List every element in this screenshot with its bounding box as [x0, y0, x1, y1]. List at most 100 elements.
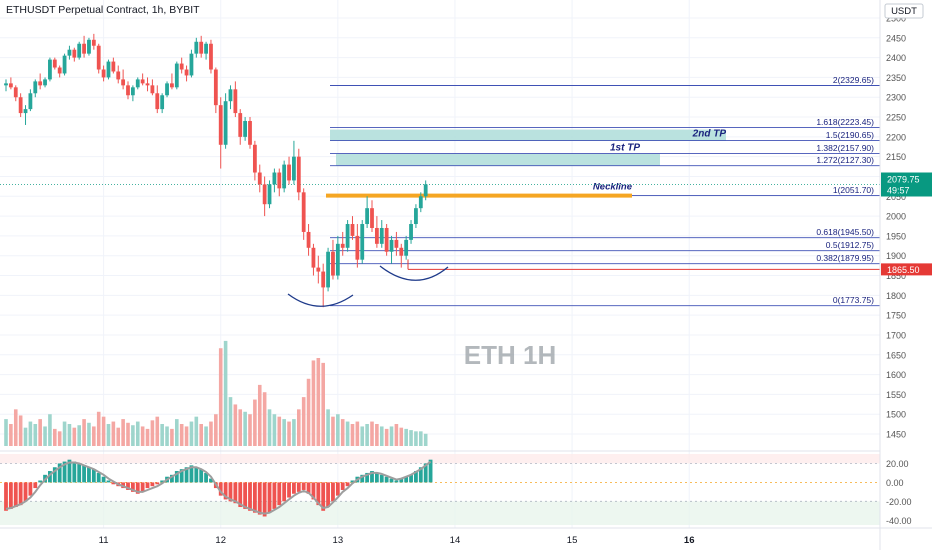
oscillator-bar	[428, 459, 433, 483]
volume-bar	[262, 392, 267, 446]
oscillator-bar	[365, 472, 370, 483]
volume-bar	[43, 426, 47, 446]
candle-body	[155, 93, 160, 110]
candle-body	[379, 227, 384, 244]
price-tick-label: 2450	[886, 33, 906, 43]
oscillator-bar	[160, 480, 165, 483]
fib-label: 2(2329.65)	[833, 75, 874, 85]
volume-bar	[209, 421, 213, 446]
candle-body	[384, 227, 389, 252]
volume-bar	[126, 422, 130, 446]
neckline-band	[326, 193, 632, 198]
volume-bar	[379, 426, 384, 446]
volume-bar	[228, 397, 233, 446]
candle-body	[282, 164, 287, 189]
oscillator-bar	[223, 482, 228, 500]
volume-bar	[57, 431, 62, 446]
oscillator-tick-label: 20.00	[886, 459, 909, 469]
volume-bar	[184, 426, 189, 446]
volume-bar	[384, 428, 389, 446]
oscillator-bar	[67, 459, 72, 483]
oscillator-bar	[209, 478, 213, 483]
candle-body	[72, 49, 77, 58]
volume-bar	[199, 424, 203, 446]
candle-body	[77, 43, 82, 58]
volume-bar	[62, 421, 67, 446]
price-tick-label: 1750	[886, 311, 906, 321]
candle-body	[140, 79, 145, 84]
oscillator-bar	[370, 471, 374, 483]
oscillator-bar	[335, 482, 340, 496]
oscillator-bar	[179, 469, 184, 483]
candle-body	[360, 224, 365, 260]
volume-bar	[77, 425, 81, 446]
candle-body	[106, 61, 111, 78]
oscillator-bar	[145, 482, 150, 489]
volume-bar	[145, 428, 150, 446]
volume-bar	[218, 348, 223, 446]
volume-bar	[267, 409, 272, 446]
candle-body	[52, 59, 57, 68]
candle-body	[8, 83, 13, 88]
oscillator-bar	[218, 482, 223, 496]
currency-button[interactable]	[884, 3, 924, 19]
volume-bar	[150, 420, 155, 446]
oscillator-bar	[311, 482, 316, 500]
volume-bar	[423, 433, 428, 446]
candle-body	[184, 69, 189, 76]
oscillator-bar	[170, 474, 174, 483]
price-tick-label: 2300	[886, 93, 906, 103]
candle-body	[287, 164, 291, 181]
candle-body	[18, 97, 23, 114]
volume-bar	[248, 414, 252, 446]
volume-bars	[4, 340, 428, 446]
volume-bar	[131, 425, 135, 446]
volume-bar	[214, 414, 218, 446]
candle-body	[130, 87, 135, 96]
volume-bar	[194, 416, 199, 446]
candle-countdown: 49:57	[887, 185, 910, 195]
candle-body	[238, 113, 243, 137]
oscillator-bar	[174, 471, 179, 483]
oscillator-signal-line	[5, 460, 432, 515]
volume-bar	[336, 414, 340, 446]
volume-bar	[297, 409, 301, 446]
oscillator-bar	[13, 482, 18, 508]
current-price-tag	[881, 172, 932, 197]
oscillator-bar	[184, 467, 189, 483]
volume-bar	[33, 424, 38, 446]
oscillator-bar	[48, 471, 52, 483]
price-tick-label: 1450	[886, 430, 906, 440]
candle-body	[13, 87, 18, 98]
oscillator-bar	[350, 480, 355, 483]
oscillator-bar	[379, 474, 384, 483]
time-axis[interactable]: 11 12 13 14 15 16	[99, 535, 695, 546]
oscillator-bar	[8, 482, 13, 509]
price-tick-label: 1500	[886, 410, 906, 420]
volume-bar	[389, 426, 394, 446]
volume-bar	[121, 419, 125, 446]
volume-bar	[82, 419, 86, 446]
oscillator-bar	[301, 482, 306, 490]
volume-bar	[331, 416, 335, 446]
candle-body	[135, 79, 140, 88]
candle-body	[57, 67, 62, 74]
fib-label: 0.382(1879.95)	[816, 253, 874, 263]
volume-bar	[306, 378, 311, 446]
oscillator-bar	[399, 478, 404, 483]
oscillator-tick-label: 0.00	[886, 478, 904, 488]
candle-body	[213, 69, 218, 106]
oscillator-bar	[262, 482, 267, 517]
oscillator-bar	[18, 482, 23, 506]
watermark-group: ETH 1H	[464, 340, 556, 370]
candle-body	[28, 93, 33, 110]
candle-body	[67, 49, 72, 56]
candle-body	[404, 239, 409, 256]
oscillator-bar	[360, 474, 365, 483]
price-axis[interactable]: 2500245024002350230022502200215021002050…	[881, 14, 932, 526]
candle-body	[316, 267, 321, 272]
oscillator-bar	[189, 465, 194, 483]
oscillator-bar	[72, 461, 77, 483]
